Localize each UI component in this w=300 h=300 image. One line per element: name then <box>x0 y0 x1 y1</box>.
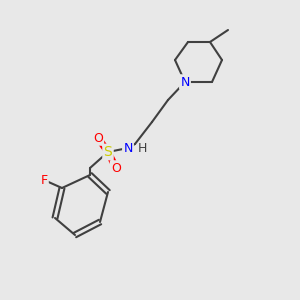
Text: N: N <box>180 76 190 88</box>
Text: H: H <box>137 142 147 154</box>
Text: F: F <box>40 173 48 187</box>
Text: O: O <box>93 131 103 145</box>
Text: S: S <box>103 145 112 159</box>
Text: N: N <box>123 142 133 154</box>
Text: O: O <box>111 161 121 175</box>
